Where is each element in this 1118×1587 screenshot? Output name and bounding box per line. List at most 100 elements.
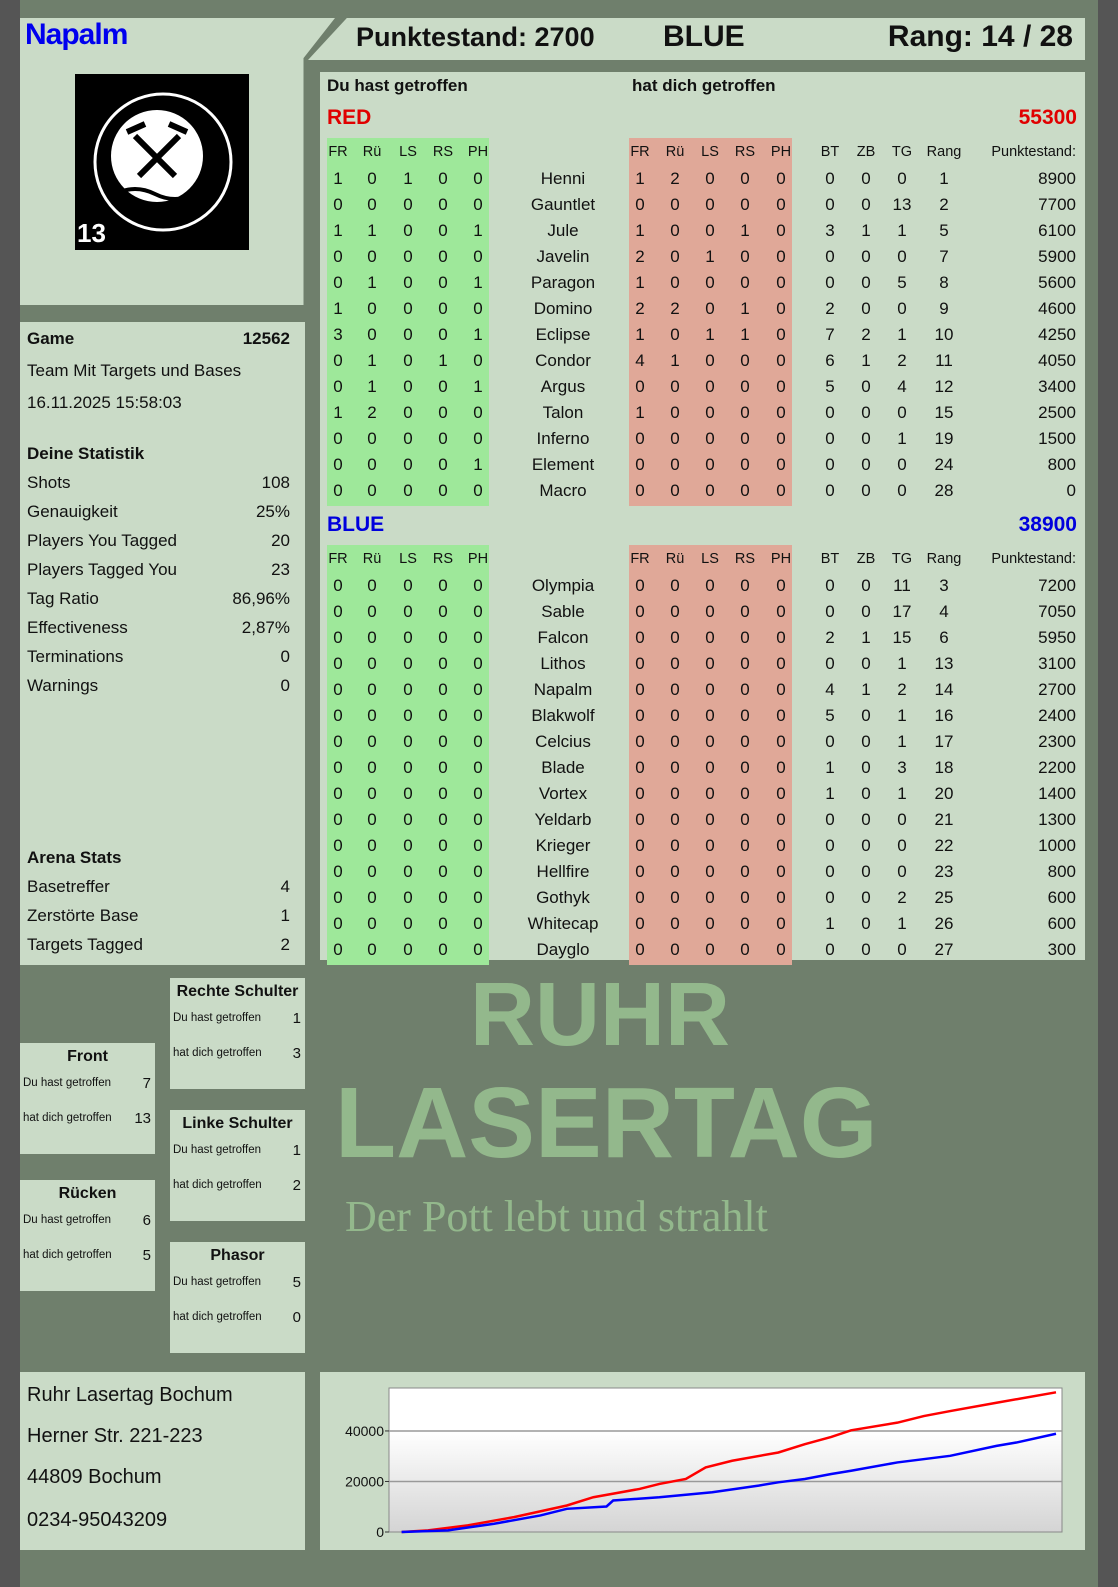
you-hit-cell: 0: [438, 481, 448, 500]
stat-label-6: Terminations: [27, 647, 124, 666]
you-hit-cell: 0: [403, 784, 413, 803]
hit-you-cell: 0: [740, 940, 750, 959]
hit-you-cell: 0: [740, 836, 750, 855]
you-hit-cell: 0: [403, 862, 413, 881]
hit-you-cell: 0: [740, 758, 750, 777]
stat-cell: 1: [861, 628, 871, 647]
score-cell: 2400: [1038, 706, 1076, 725]
score-chart-panel: 0 20000 40000: [320, 1372, 1085, 1550]
stat-cell: 0: [825, 810, 835, 829]
you-hit-cell: 0: [473, 680, 483, 699]
stat-cell: 0: [861, 481, 871, 500]
you-hit-value: 7: [142, 1075, 151, 1092]
player-name-cell: Celcius: [535, 732, 591, 751]
you-hit-cell: 0: [333, 862, 343, 881]
you-hit-cell: 2: [367, 403, 377, 422]
you-hit-cell: 0: [333, 455, 343, 474]
hit-you-cell: 0: [740, 247, 750, 266]
score-cell: 600: [1047, 888, 1076, 907]
you-hit-cell: 0: [403, 429, 413, 448]
stat-cell: 0: [861, 273, 871, 292]
you-hit-cell: 0: [473, 836, 483, 855]
you-hit-value: 1: [292, 1010, 301, 1027]
you-hit-cell: 1: [333, 221, 343, 240]
you-hit-cell: 0: [333, 195, 343, 214]
you-hit-cell: 0: [403, 836, 413, 855]
table-row: 0 0 0 0 0 Falcon 0 0 0 0 0 2 1 15 6 5950: [320, 628, 1085, 654]
hit-you-cell: 0: [635, 888, 645, 907]
table-row: 0 0 0 0 0 Dayglo 0 0 0 0 0 0 0 0 27 300: [320, 940, 1085, 966]
table-row: 0 0 0 0 0 Lithos 0 0 0 0 0 0 0 1 13 3100: [320, 654, 1085, 680]
stat-cell: 0: [897, 810, 907, 829]
hit-you-cell: 0: [635, 914, 645, 933]
you-hit-cell: 0: [333, 810, 343, 829]
hit-you-value: 2: [292, 1177, 301, 1194]
hit-you-cell: 0: [635, 706, 645, 725]
hit-you-cell: 0: [740, 429, 750, 448]
hitzone-phasor: Phasor Du hast getroffen 5 hat dich getroff…: [170, 1242, 305, 1353]
player-name-cell: Hellfire: [536, 862, 590, 881]
hit-you-cell: 0: [670, 784, 680, 803]
hit-you-cell: 0: [740, 732, 750, 751]
stat-cell: 27: [934, 940, 954, 959]
hit-you-cell: 0: [705, 732, 715, 751]
hit-you-cell: 0: [740, 403, 750, 422]
stat-cell: 11: [893, 576, 911, 595]
hit-you-cell: 0: [740, 602, 750, 621]
hit-you-cell: 0: [635, 836, 645, 855]
you-hit-cell: 0: [403, 706, 413, 725]
stat-cell: 1: [897, 654, 907, 673]
you-hit-cell: 0: [333, 784, 343, 803]
hit-you-cell: 0: [740, 195, 750, 214]
hit-you-cell: 0: [635, 481, 645, 500]
player-name-cell: Dayglo: [536, 940, 590, 959]
you-hit-cell: 0: [438, 429, 448, 448]
you-hit-cell: 0: [403, 654, 413, 673]
you-hit-cell: 0: [333, 732, 343, 751]
stat-cell: 7: [825, 325, 835, 344]
you-hit-cell: 0: [367, 706, 377, 725]
player-name-cell: Talon: [542, 403, 584, 422]
player-name-cell: Falcon: [537, 628, 589, 647]
stat-cell: 13: [892, 195, 912, 214]
hit-you-cell: 0: [670, 576, 680, 595]
you-hit-cell: 0: [333, 836, 343, 855]
you-hit-cell: 1: [473, 377, 483, 396]
hit-you-cell: 0: [635, 758, 645, 777]
stat-cell: 5: [897, 273, 907, 292]
hit-you-cell: 0: [776, 602, 786, 621]
score-label: Punktestand: 2700: [356, 22, 595, 52]
player-name-cell: Sable: [541, 602, 585, 621]
hit-you-cell: 0: [705, 862, 715, 881]
stat-value-3: 23: [271, 560, 290, 579]
arena-label-2: Targets Tagged: [27, 935, 143, 954]
hitzone-title: Rücken: [58, 1185, 117, 1202]
stat-cell: 1: [825, 784, 835, 803]
you-hit-cell: 0: [403, 680, 413, 699]
stats-title: Deine Statistik: [27, 444, 145, 463]
hit-you-cell: 0: [776, 273, 786, 292]
score-cell: 7200: [1038, 576, 1076, 595]
you-hit-cell: 0: [367, 654, 377, 673]
hitzone-title: Phasor: [210, 1247, 265, 1264]
you-hit-cell: 0: [403, 455, 413, 474]
col-header-you-hit: PH: [467, 144, 489, 160]
col-header-you-hit: LS: [399, 551, 417, 567]
hit-you-cell: 0: [670, 325, 680, 344]
you-hit-cell: 0: [403, 732, 413, 751]
hit-you-cell: 0: [705, 299, 715, 318]
hit-you-cell: 0: [670, 481, 680, 500]
stat-cell: 0: [861, 940, 871, 959]
table-row: 0 1 0 0 1 Paragon 1 0 0 0 0 0 0 5 8 5600: [320, 273, 1085, 299]
stat-value-4: 86,96%: [232, 589, 290, 608]
hit-you-cell: 0: [776, 576, 786, 595]
table-row: 1 0 1 0 0 Henni 1 2 0 0 0 0 0 0 1 8900: [320, 169, 1085, 195]
table-row: 0 0 0 0 0 Yeldarb 0 0 0 0 0 0 0 0 21 1300: [320, 810, 1085, 836]
stat-value-5: 2,87%: [241, 618, 290, 637]
stat-cell: 1: [939, 169, 949, 188]
you-hit-cell: 0: [438, 299, 448, 318]
you-hit-cell: 0: [403, 758, 413, 777]
you-hit-cell: 0: [403, 576, 413, 595]
hit-you-cell: 2: [635, 247, 645, 266]
you-hit-cell: 0: [438, 377, 448, 396]
